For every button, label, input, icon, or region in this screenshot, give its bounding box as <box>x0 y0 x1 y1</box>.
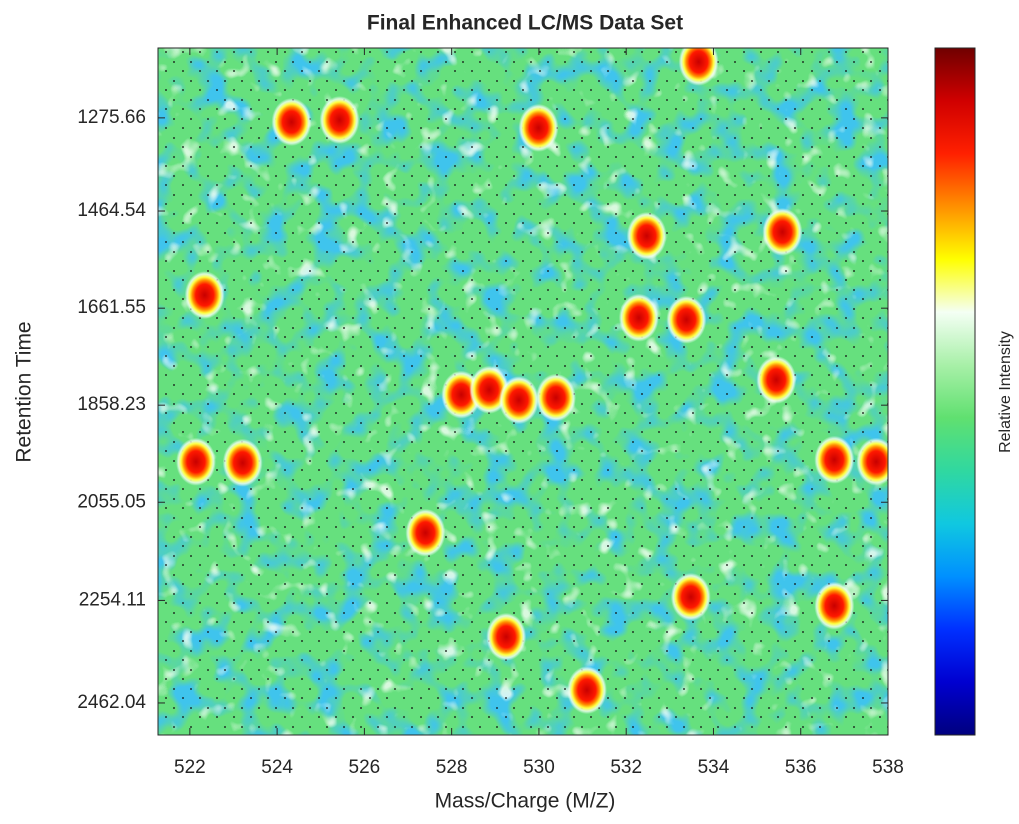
intensity-peak <box>670 572 711 621</box>
y-axis-label: Retention Time <box>13 321 36 462</box>
peaks <box>175 48 888 715</box>
intensity-peak <box>566 666 607 715</box>
intensity-peak <box>678 48 719 86</box>
y-tick-label: 2254.11 <box>79 589 146 610</box>
intensity-peak <box>814 435 855 484</box>
intensity-peak <box>814 581 855 630</box>
x-axis-label: Mass/Charge (M/Z) <box>435 790 616 813</box>
heatmap-background <box>158 48 888 735</box>
y-tick-label: 2462.04 <box>77 692 146 713</box>
intensity-peak <box>535 373 576 422</box>
chart-title: Final Enhanced LC/MS Data Set <box>367 12 683 35</box>
intensity-peak <box>319 96 360 145</box>
x-tick-label: 532 <box>610 757 642 778</box>
intensity-peak <box>518 103 559 152</box>
x-tick-label: 534 <box>698 757 730 778</box>
intensity-peak <box>762 207 803 256</box>
intensity-peak <box>175 437 216 486</box>
x-tick-label: 526 <box>349 757 381 778</box>
y-tick-label: 2055.05 <box>77 491 146 512</box>
intensity-peak <box>856 437 888 486</box>
colorbar <box>934 47 976 736</box>
intensity-peak <box>756 355 797 404</box>
intensity-peak <box>222 438 263 487</box>
intensity-peak <box>498 376 539 425</box>
intensity-peak <box>618 293 659 342</box>
colorbar-label: Relative Intensity <box>997 331 1014 453</box>
plot-frame <box>157 47 889 736</box>
x-tick-label: 530 <box>523 757 555 778</box>
intensity-peak <box>666 295 707 344</box>
x-tick-label: 536 <box>785 757 817 778</box>
x-tick-label: 528 <box>436 757 468 778</box>
intensity-peak <box>405 508 446 557</box>
intensity-peak <box>626 211 667 260</box>
x-tick-label: 522 <box>174 757 206 778</box>
intensity-peak <box>271 97 312 146</box>
y-tick-label: 1661.55 <box>77 297 146 318</box>
intensity-peak <box>486 612 527 661</box>
y-tick-label: 1858.23 <box>77 394 146 415</box>
y-tick-label: 1464.54 <box>77 200 146 221</box>
intensity-peak <box>184 271 225 320</box>
x-tick-label: 538 <box>872 757 904 778</box>
x-tick-label: 524 <box>261 757 293 778</box>
y-tick-label: 1275.66 <box>77 107 146 128</box>
